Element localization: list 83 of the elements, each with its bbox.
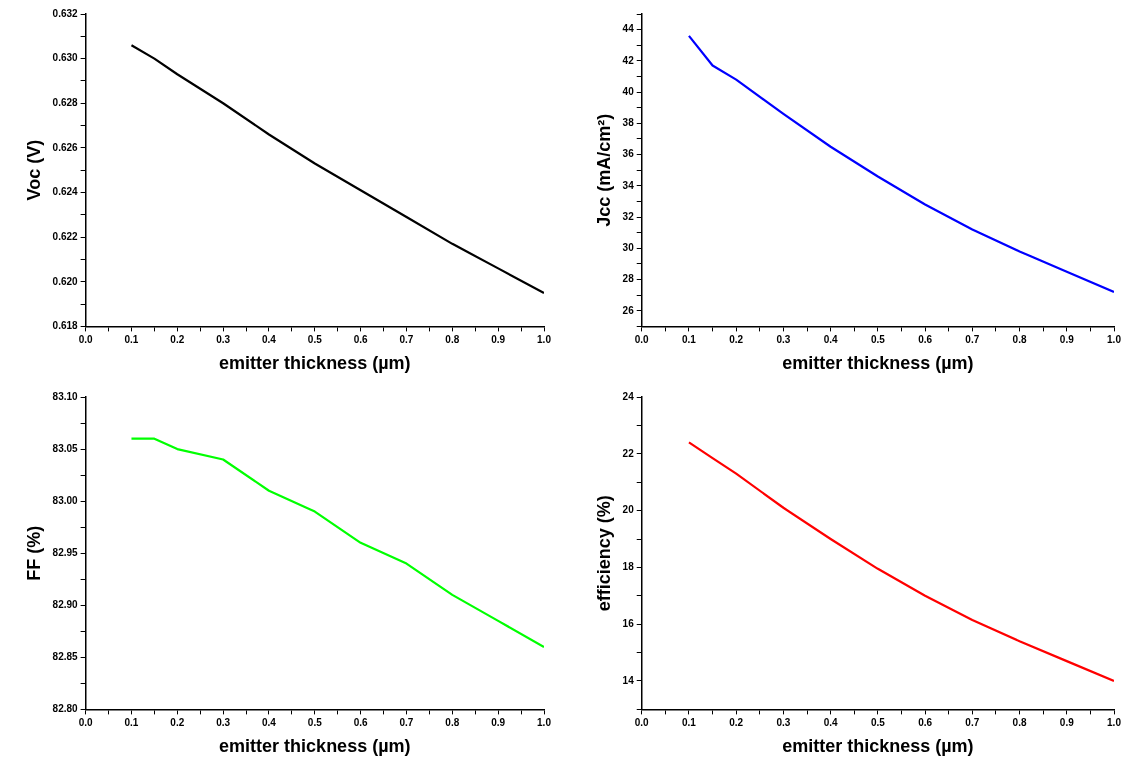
x-tick-label: 0.6 [353, 334, 369, 346]
y-tick-label: 30 [622, 242, 635, 254]
x-tick-label: 0.8 [1012, 334, 1027, 346]
x-tick-label: 0.3 [216, 717, 231, 729]
y-tick-label: 22 [622, 447, 635, 459]
x-tick-label: 0.6 [918, 334, 933, 346]
x-tick-label: 0.0 [634, 334, 650, 346]
y-tick-label: 40 [622, 85, 635, 97]
x-tick-label: 0.7 [965, 717, 980, 729]
y-axis-title: FF (%) [23, 525, 44, 581]
y-tick-label: 83.00 [52, 494, 79, 506]
x-tick-label: 1.0 [537, 717, 552, 729]
y-tick-label: 82.85 [52, 651, 79, 663]
y-tick-label: 14 [622, 674, 635, 686]
x-tick-label: 0.4 [823, 717, 839, 729]
x-tick-label: 0.1 [124, 334, 139, 346]
x-tick-label: 0.4 [823, 334, 839, 346]
y-tick-label: 82.90 [52, 599, 79, 611]
y-tick-label: 0.622 [52, 230, 79, 242]
x-tick-label: 0.7 [965, 334, 980, 346]
x-tick-label: 1.0 [1107, 717, 1122, 729]
x-tick-label: 0.4 [262, 334, 277, 346]
x-axis-title: emitter thickness (µm) [219, 353, 411, 374]
x-tick-label: 0.4 [262, 717, 277, 729]
x-tick-label: 0.9 [1059, 717, 1075, 729]
x-tick-label: 0.1 [682, 334, 697, 346]
x-tick-label: 0.1 [124, 717, 139, 729]
x-tick-label: 0.6 [918, 717, 933, 729]
x-tick-label: 0.2 [170, 334, 185, 346]
x-tick-label: 0.8 [1012, 717, 1027, 729]
x-tick-label: 0.0 [634, 717, 650, 729]
x-tick-label: 0.5 [870, 334, 886, 346]
x-tick-label: 0.0 [78, 717, 94, 729]
x-tick-label: 0.8 [445, 334, 460, 346]
y-tick-label: 16 [622, 617, 635, 629]
y-tick-label: 83.05 [52, 442, 79, 454]
x-axis-title: emitter thickness (µm) [782, 736, 974, 757]
y-tick-label: 18 [622, 561, 635, 573]
x-tick-label: 0.1 [682, 717, 697, 729]
x-tick-label: 0.2 [729, 717, 744, 729]
y-axis-title: efficiency (%) [593, 495, 614, 612]
x-tick-label: 0.9 [491, 334, 506, 346]
y-axis-title: Voc (V) [23, 139, 44, 201]
x-axis-title: emitter thickness (µm) [219, 736, 411, 757]
y-tick-label: 83.10 [52, 390, 79, 402]
y-tick-label: 44 [622, 23, 635, 35]
y-tick-label: 0.630 [52, 52, 79, 64]
y-tick-label: 0.632 [52, 7, 79, 19]
y-tick-label: 24 [622, 390, 635, 402]
x-tick-label: 1.0 [1107, 334, 1122, 346]
y-tick-label: 34 [622, 179, 635, 191]
x-tick-label: 0.6 [353, 717, 369, 729]
x-tick-label: 0.8 [445, 717, 460, 729]
y-tick-label: 0.626 [52, 141, 79, 153]
x-tick-label: 0.5 [870, 717, 886, 729]
y-tick-label: 42 [622, 54, 635, 66]
y-axis-title: Jcc (mA/cm²) [593, 113, 614, 227]
y-tick-label: 82.80 [52, 703, 79, 715]
x-tick-label: 0.7 [399, 717, 414, 729]
y-tick-label: 28 [622, 273, 635, 285]
x-tick-label: 0.5 [307, 717, 323, 729]
y-tick-label: 0.624 [52, 186, 79, 198]
x-tick-label: 0.2 [729, 334, 744, 346]
y-tick-label: 20 [622, 504, 635, 516]
x-tick-label: 0.9 [1059, 334, 1075, 346]
x-tick-label: 1.0 [537, 334, 552, 346]
x-tick-label: 0.2 [170, 717, 185, 729]
y-tick-label: 0.628 [52, 97, 79, 109]
y-tick-label: 36 [622, 148, 635, 160]
y-tick-label: 38 [622, 117, 635, 129]
x-tick-label: 0.7 [399, 334, 414, 346]
x-tick-label: 0.3 [216, 334, 231, 346]
y-tick-label: 26 [622, 304, 635, 316]
y-tick-label: 32 [622, 210, 635, 222]
x-tick-label: 0.0 [78, 334, 94, 346]
x-tick-label: 0.3 [776, 334, 791, 346]
y-tick-label: 0.620 [52, 275, 79, 287]
y-tick-label: 0.618 [52, 320, 79, 332]
x-tick-label: 0.9 [491, 717, 506, 729]
x-tick-label: 0.5 [307, 334, 323, 346]
x-tick-label: 0.3 [776, 717, 791, 729]
y-tick-label: 82.95 [52, 546, 79, 558]
x-axis-title: emitter thickness (µm) [782, 353, 974, 374]
